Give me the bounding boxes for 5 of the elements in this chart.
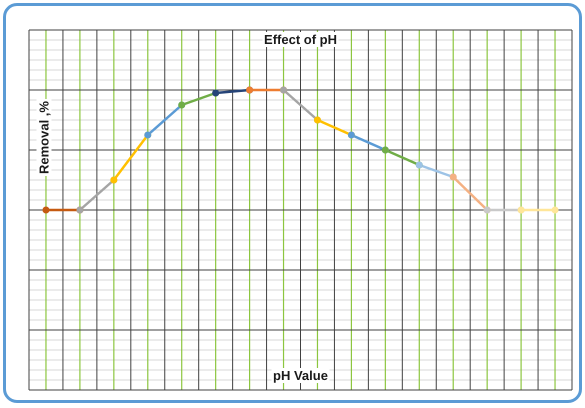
- point: [42, 206, 50, 214]
- y-axis-title: Removal ,%: [36, 99, 52, 176]
- point: [552, 206, 559, 214]
- x-axis-title: pH Value: [271, 368, 330, 383]
- chart-title: Effect of pH: [262, 32, 339, 47]
